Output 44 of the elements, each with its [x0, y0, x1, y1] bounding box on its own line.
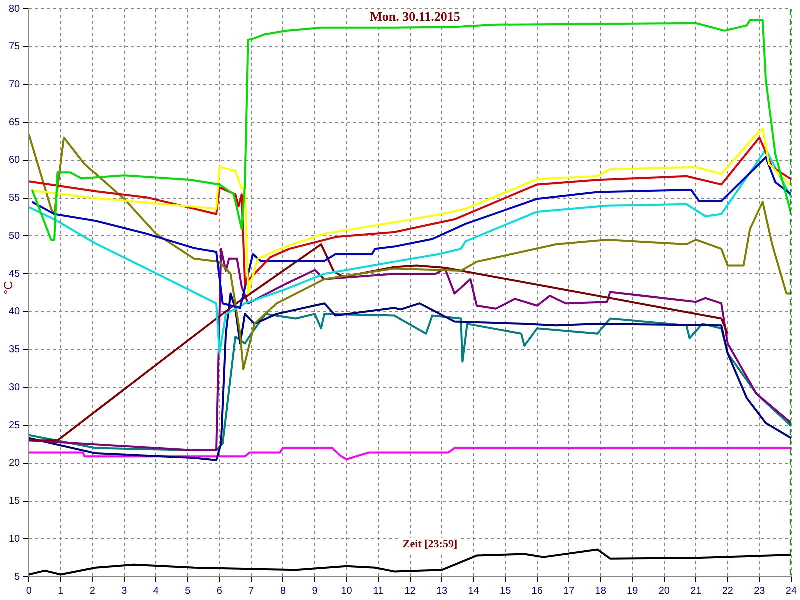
x-axis-title: Zeit [23:59] — [402, 538, 458, 550]
x-tick-label: 9 — [312, 586, 318, 597]
x-tick-label: 5 — [185, 586, 192, 597]
x-tick-label: 4 — [153, 586, 160, 597]
x-tick-label: 14 — [468, 586, 480, 597]
x-tick-label: 21 — [690, 586, 702, 597]
x-tick-label: 0 — [26, 586, 32, 597]
y-tick-label: 80 — [9, 4, 21, 15]
y-tick-label: 25 — [9, 420, 21, 432]
x-tick-label: 3 — [122, 586, 128, 597]
y-tick-label: 45 — [9, 268, 21, 280]
x-tick-label: 12 — [404, 586, 416, 597]
y-tick-label: 5 — [14, 572, 21, 583]
y-axis-title: °C — [1, 280, 16, 295]
x-tick-label: 20 — [658, 586, 670, 597]
y-tick-label: 55 — [9, 193, 21, 204]
y-tick-label: 60 — [9, 155, 21, 166]
x-tick-label: 17 — [564, 586, 576, 597]
x-tick-label: 19 — [627, 586, 639, 597]
x-tick-label: 23 — [754, 586, 766, 597]
x-tick-label: 11 — [373, 586, 384, 597]
y-tick-label: 30 — [9, 382, 21, 394]
y-tick-label: 15 — [9, 496, 21, 508]
y-tick-label: 75 — [9, 42, 21, 53]
y-tick-label: 35 — [9, 344, 21, 356]
x-tick-label: 13 — [436, 586, 448, 597]
x-tick-label: 10 — [341, 586, 353, 597]
y-tick-label: 70 — [9, 79, 21, 90]
x-tick-label: 8 — [280, 586, 286, 597]
x-tick-label: 24 — [786, 586, 798, 597]
y-tick-label: 65 — [9, 117, 21, 128]
x-tick-label: 1 — [58, 586, 64, 597]
y-tick-label: 40 — [9, 306, 21, 318]
x-tick-label: 16 — [532, 586, 544, 597]
y-tick-label: 10 — [9, 534, 21, 545]
x-tick-label: 2 — [90, 586, 96, 597]
x-tick-label: 15 — [500, 586, 512, 597]
chart-title: Mon. 30.11.2015 — [370, 8, 461, 24]
y-tick-label: 50 — [9, 230, 21, 242]
x-tick-label: 18 — [595, 586, 607, 597]
x-tick-label: 22 — [722, 586, 734, 597]
x-tick-label: 6 — [216, 586, 223, 597]
y-tick-label: 20 — [9, 458, 21, 470]
x-tick-label: 7 — [248, 586, 255, 597]
